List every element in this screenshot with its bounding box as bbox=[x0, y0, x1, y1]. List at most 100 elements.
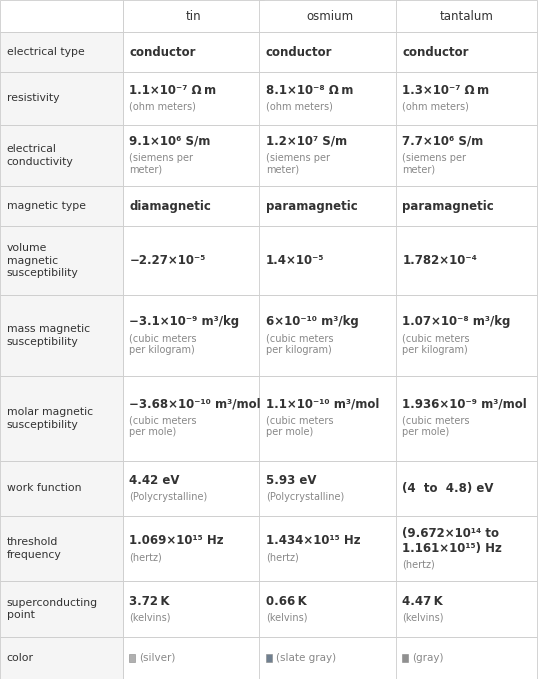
Text: −3.68×10⁻¹⁰ m³/mol: −3.68×10⁻¹⁰ m³/mol bbox=[129, 397, 261, 411]
Bar bbox=[402, 654, 408, 661]
Bar bbox=[396, 460, 537, 516]
Text: electrical type: electrical type bbox=[7, 48, 84, 57]
Text: 1.1×10⁻⁷ Ω m: 1.1×10⁻⁷ Ω m bbox=[129, 84, 217, 97]
Bar bbox=[0, 33, 123, 72]
Text: (9.672×10¹⁴ to
1.161×10¹⁵) Hz: (9.672×10¹⁴ to 1.161×10¹⁵) Hz bbox=[402, 527, 502, 555]
Text: 1.3×10⁻⁷ Ω m: 1.3×10⁻⁷ Ω m bbox=[402, 84, 490, 97]
Bar bbox=[396, 637, 537, 679]
Text: (Polycrystalline): (Polycrystalline) bbox=[266, 492, 344, 502]
Bar bbox=[396, 124, 537, 186]
Text: paramagnetic: paramagnetic bbox=[266, 200, 358, 213]
Text: 8.1×10⁻⁸ Ω m: 8.1×10⁻⁸ Ω m bbox=[266, 84, 353, 97]
Bar bbox=[123, 376, 264, 460]
Bar bbox=[0, 460, 123, 516]
Bar bbox=[0, 186, 123, 226]
Text: 7.7×10⁶ S/m: 7.7×10⁶ S/m bbox=[402, 134, 484, 147]
Text: conductor: conductor bbox=[129, 45, 196, 59]
Bar bbox=[396, 295, 537, 376]
Text: (hertz): (hertz) bbox=[129, 552, 162, 562]
Bar bbox=[396, 72, 537, 124]
Bar bbox=[396, 226, 537, 295]
Bar bbox=[396, 376, 537, 460]
Bar bbox=[259, 460, 400, 516]
Text: (Polycrystalline): (Polycrystalline) bbox=[129, 492, 207, 502]
Bar bbox=[123, 33, 264, 72]
Text: conductor: conductor bbox=[266, 45, 333, 59]
Bar bbox=[396, 516, 537, 581]
Text: (siemens per
meter): (siemens per meter) bbox=[266, 153, 330, 175]
Text: 6×10⁻¹⁰ m³/kg: 6×10⁻¹⁰ m³/kg bbox=[266, 315, 359, 328]
Text: (cubic meters
per mole): (cubic meters per mole) bbox=[402, 416, 470, 437]
Text: conductor: conductor bbox=[402, 45, 469, 59]
Bar bbox=[259, 33, 400, 72]
Text: tantalum: tantalum bbox=[440, 10, 493, 22]
Bar bbox=[0, 376, 123, 460]
Text: 1.936×10⁻⁹ m³/mol: 1.936×10⁻⁹ m³/mol bbox=[402, 397, 527, 411]
Text: 1.2×10⁷ S/m: 1.2×10⁷ S/m bbox=[266, 134, 347, 147]
Bar bbox=[0, 0, 123, 33]
Bar bbox=[0, 581, 123, 637]
Bar bbox=[123, 581, 264, 637]
Bar bbox=[259, 516, 400, 581]
Text: (gray): (gray) bbox=[412, 653, 444, 663]
Text: 1.069×10¹⁵ Hz: 1.069×10¹⁵ Hz bbox=[129, 534, 224, 547]
Text: 9.1×10⁶ S/m: 9.1×10⁶ S/m bbox=[129, 134, 211, 147]
Text: (ohm meters): (ohm meters) bbox=[129, 102, 196, 112]
Text: electrical
conductivity: electrical conductivity bbox=[7, 144, 73, 167]
Bar bbox=[259, 0, 400, 33]
Bar bbox=[396, 33, 537, 72]
Text: (siemens per
meter): (siemens per meter) bbox=[129, 153, 193, 175]
Bar bbox=[396, 186, 537, 226]
Text: (hertz): (hertz) bbox=[266, 552, 299, 562]
Text: (cubic meters
per mole): (cubic meters per mole) bbox=[129, 416, 197, 437]
Bar bbox=[396, 581, 537, 637]
Text: threshold
frequency: threshold frequency bbox=[7, 537, 61, 560]
Text: (siemens per
meter): (siemens per meter) bbox=[402, 153, 466, 175]
Bar bbox=[123, 460, 264, 516]
Bar bbox=[0, 226, 123, 295]
Text: 0.66 K: 0.66 K bbox=[266, 595, 307, 608]
Bar bbox=[0, 124, 123, 186]
Text: (hertz): (hertz) bbox=[402, 560, 435, 570]
Text: (cubic meters
per mole): (cubic meters per mole) bbox=[266, 416, 334, 437]
Text: mass magnetic
susceptibility: mass magnetic susceptibility bbox=[7, 325, 90, 347]
Bar bbox=[259, 295, 400, 376]
Bar bbox=[259, 72, 400, 124]
Text: (kelvins): (kelvins) bbox=[129, 612, 171, 623]
Bar bbox=[0, 516, 123, 581]
Bar bbox=[0, 295, 123, 376]
Text: −3.1×10⁻⁹ m³/kg: −3.1×10⁻⁹ m³/kg bbox=[129, 315, 240, 328]
Text: 1.1×10⁻¹⁰ m³/mol: 1.1×10⁻¹⁰ m³/mol bbox=[266, 397, 379, 411]
Text: 4.42 eV: 4.42 eV bbox=[129, 474, 180, 487]
Text: volume
magnetic
susceptibility: volume magnetic susceptibility bbox=[7, 243, 78, 278]
Bar bbox=[123, 186, 264, 226]
Text: (4  to  4.8) eV: (4 to 4.8) eV bbox=[402, 482, 494, 495]
Text: (cubic meters
per kilogram): (cubic meters per kilogram) bbox=[402, 333, 470, 355]
Bar bbox=[123, 0, 264, 33]
Text: 1.07×10⁻⁸ m³/kg: 1.07×10⁻⁸ m³/kg bbox=[402, 315, 511, 328]
Bar bbox=[266, 654, 272, 661]
Text: work function: work function bbox=[7, 483, 81, 494]
Bar bbox=[259, 581, 400, 637]
Text: (ohm meters): (ohm meters) bbox=[402, 102, 469, 112]
Text: (cubic meters
per kilogram): (cubic meters per kilogram) bbox=[266, 333, 334, 355]
Text: (ohm meters): (ohm meters) bbox=[266, 102, 333, 112]
Text: superconducting
point: superconducting point bbox=[7, 598, 98, 621]
Text: (kelvins): (kelvins) bbox=[402, 612, 444, 623]
Text: osmium: osmium bbox=[306, 10, 353, 22]
Text: 3.72 K: 3.72 K bbox=[129, 595, 170, 608]
Bar bbox=[123, 516, 264, 581]
Bar bbox=[123, 226, 264, 295]
Text: −2.27×10⁻⁵: −2.27×10⁻⁵ bbox=[129, 254, 206, 267]
Text: color: color bbox=[7, 653, 33, 663]
Bar bbox=[129, 654, 135, 661]
Bar bbox=[0, 637, 123, 679]
Text: molar magnetic
susceptibility: molar magnetic susceptibility bbox=[7, 407, 93, 430]
Text: 4.47 K: 4.47 K bbox=[402, 595, 443, 608]
Text: 1.4×10⁻⁵: 1.4×10⁻⁵ bbox=[266, 254, 324, 267]
Text: (slate gray): (slate gray) bbox=[276, 653, 336, 663]
Text: 1.434×10¹⁵ Hz: 1.434×10¹⁵ Hz bbox=[266, 534, 360, 547]
Bar bbox=[123, 72, 264, 124]
Bar bbox=[123, 637, 264, 679]
Text: diamagnetic: diamagnetic bbox=[129, 200, 211, 213]
